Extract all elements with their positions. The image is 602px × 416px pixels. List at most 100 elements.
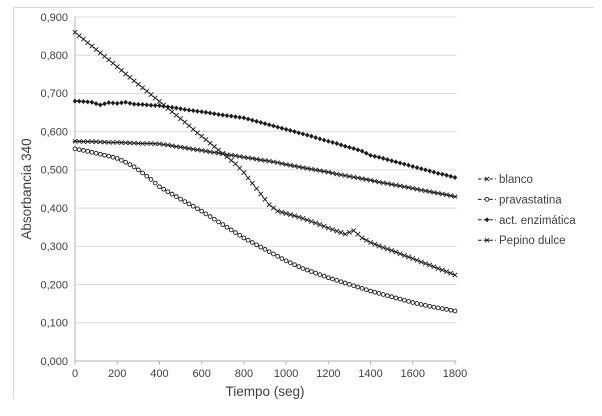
- filled-diamond-marker: [195, 108, 200, 114]
- filled-diamond-marker: [174, 105, 179, 111]
- open-circle-marker: [161, 186, 167, 192]
- y-tick-label: 0,000: [40, 356, 68, 368]
- filled-diamond-marker: [85, 99, 90, 105]
- filled-diamond-marker: [81, 98, 86, 104]
- asterisk-marker: [444, 192, 450, 198]
- asterisk-marker: [410, 185, 416, 191]
- x-cross-marker: [199, 133, 205, 139]
- asterisk-marker: [452, 194, 458, 200]
- asterisk-marker: [76, 139, 82, 144]
- x-tick-label: 1400: [358, 368, 382, 380]
- asterisk-marker: [287, 162, 293, 168]
- x-cross-marker: [270, 205, 276, 211]
- y-tick-label: 0,700: [40, 88, 68, 100]
- x-cross-marker: [237, 165, 243, 171]
- filled-diamond-marker: [102, 101, 107, 107]
- x-tick-label: 1000: [274, 368, 298, 380]
- x-cross-marker: [372, 241, 378, 247]
- filled-diamond-marker: [186, 107, 192, 113]
- asterisk-marker: [368, 177, 374, 183]
- open-circle-marker: [287, 260, 293, 266]
- x-cross-marker: [89, 43, 95, 49]
- open-circle-marker: [178, 196, 183, 202]
- open-circle-marker: [275, 253, 281, 259]
- asterisk-marker: [140, 141, 146, 146]
- filled-diamond-marker: [161, 103, 166, 109]
- x-cross-marker: [296, 214, 302, 220]
- filled-diamond-marker: [190, 108, 196, 114]
- x-tick-label: 1600: [401, 368, 425, 380]
- open-circle-marker: [157, 184, 162, 190]
- y-tick-label: 0,400: [40, 203, 68, 215]
- x-cross-marker: [93, 46, 99, 53]
- asterisk-marker: [194, 147, 200, 153]
- x-cross-marker: [262, 196, 268, 202]
- filled-diamond-marker: [296, 130, 302, 136]
- asterisk-marker: [228, 152, 234, 158]
- asterisk-marker: [406, 185, 412, 190]
- asterisk-marker: [363, 177, 369, 182]
- series-act-enzim-tica: [72, 98, 458, 181]
- x-cross-marker: [279, 209, 285, 215]
- open-circle-marker: [81, 148, 86, 153]
- open-circle-marker: [313, 270, 319, 276]
- open-circle-marker: [418, 302, 424, 307]
- x-cross-marker: [106, 57, 112, 63]
- open-circle-marker: [203, 211, 209, 217]
- asterisk-marker: [397, 183, 403, 189]
- asterisk-marker: [245, 155, 251, 161]
- x-cross-marker: [406, 254, 412, 260]
- x-cross-marker: [321, 223, 327, 229]
- open-circle-marker: [376, 290, 382, 296]
- open-circle-marker: [165, 189, 171, 195]
- filled-diamond-marker: [427, 168, 432, 174]
- x-cross-marker: [452, 272, 458, 278]
- filled-diamond-marker: [262, 121, 268, 127]
- filled-diamond-marker: [317, 136, 323, 142]
- open-circle-marker: [338, 279, 344, 285]
- x-cross-marker: [410, 256, 416, 262]
- x-cross-marker: [427, 262, 433, 268]
- x-cross-marker: [186, 123, 192, 129]
- x-tick-label: 1200: [316, 368, 340, 380]
- x-cross-marker: [97, 50, 103, 56]
- asterisk-marker: [439, 191, 445, 197]
- asterisk-marker: [435, 190, 441, 196]
- x-cross-marker: [190, 126, 196, 132]
- open-circle-marker: [254, 242, 259, 248]
- filled-diamond-marker: [127, 100, 133, 106]
- filled-diamond-marker: [169, 104, 175, 110]
- x-tick-label: 200: [108, 368, 126, 380]
- open-circle-marker: [258, 244, 264, 250]
- series-pravastatina: [72, 146, 458, 314]
- legend-item-blanco: blanco: [478, 174, 533, 186]
- asterisk-marker: [182, 145, 188, 151]
- open-circle-marker: [309, 269, 314, 274]
- y-tick-label: 0,500: [40, 165, 68, 177]
- filled-diamond-marker: [431, 169, 437, 175]
- x-cross-marker: [368, 239, 374, 246]
- filled-diamond-marker: [380, 155, 386, 161]
- open-circle-marker: [372, 289, 378, 295]
- x-cross-marker: [435, 265, 441, 272]
- x-tick-label: 600: [192, 368, 210, 380]
- x-cross-marker: [304, 217, 310, 223]
- open-circle-marker: [484, 197, 490, 202]
- open-circle-marker: [131, 164, 137, 170]
- filled-diamond-marker: [203, 109, 209, 115]
- filled-diamond-marker: [372, 153, 378, 159]
- asterisk-marker: [190, 146, 196, 152]
- filled-diamond-marker: [254, 118, 259, 124]
- y-axis-title: Absorbancia 340: [19, 138, 34, 239]
- filled-diamond-marker: [157, 103, 162, 109]
- open-circle-marker: [334, 278, 340, 283]
- x-cross-marker: [254, 186, 260, 192]
- open-circle-marker: [363, 287, 369, 293]
- x-cross-marker: [448, 270, 454, 276]
- filled-diamond-marker: [241, 115, 247, 121]
- asterisk-marker: [313, 167, 319, 173]
- open-circle-marker: [330, 276, 335, 282]
- filled-diamond-marker: [389, 158, 394, 164]
- x-cross-marker: [431, 264, 437, 270]
- asterisk-marker: [414, 186, 420, 192]
